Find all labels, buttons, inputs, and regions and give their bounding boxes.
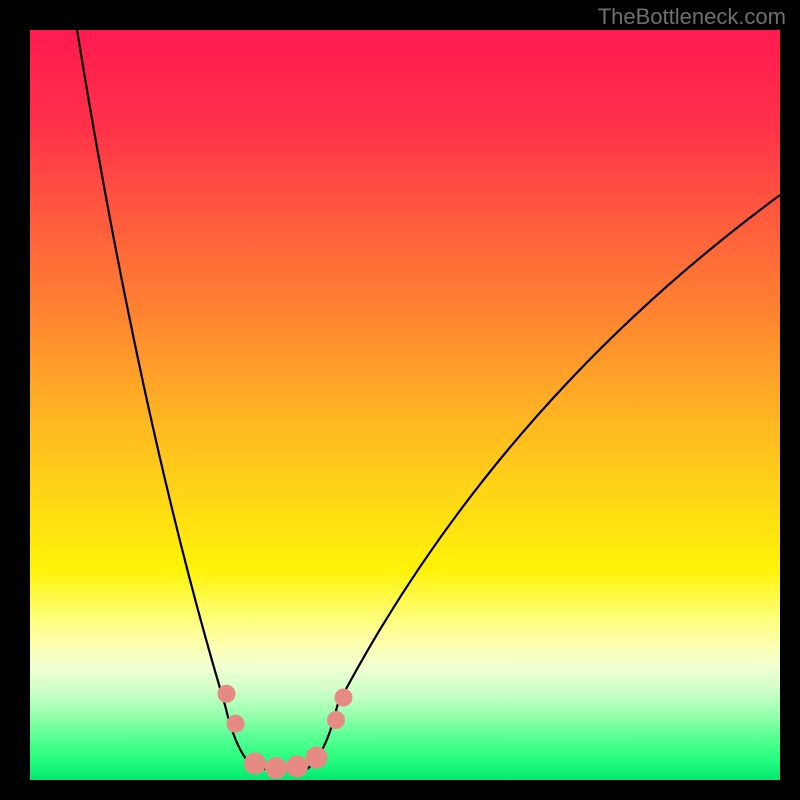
chart-container: TheBottleneck.com [0,0,800,800]
valley-marker [227,715,245,733]
valley-marker [327,711,345,729]
valley-marker [244,753,266,775]
valley-marker [218,685,236,703]
valley-marker [286,756,308,778]
valley-marker [335,689,353,707]
bottleneck-curve-chart [0,0,800,800]
plot-background [30,30,780,780]
valley-marker [306,747,328,769]
watermark-text: TheBottleneck.com [598,4,786,30]
valley-marker [265,757,287,779]
